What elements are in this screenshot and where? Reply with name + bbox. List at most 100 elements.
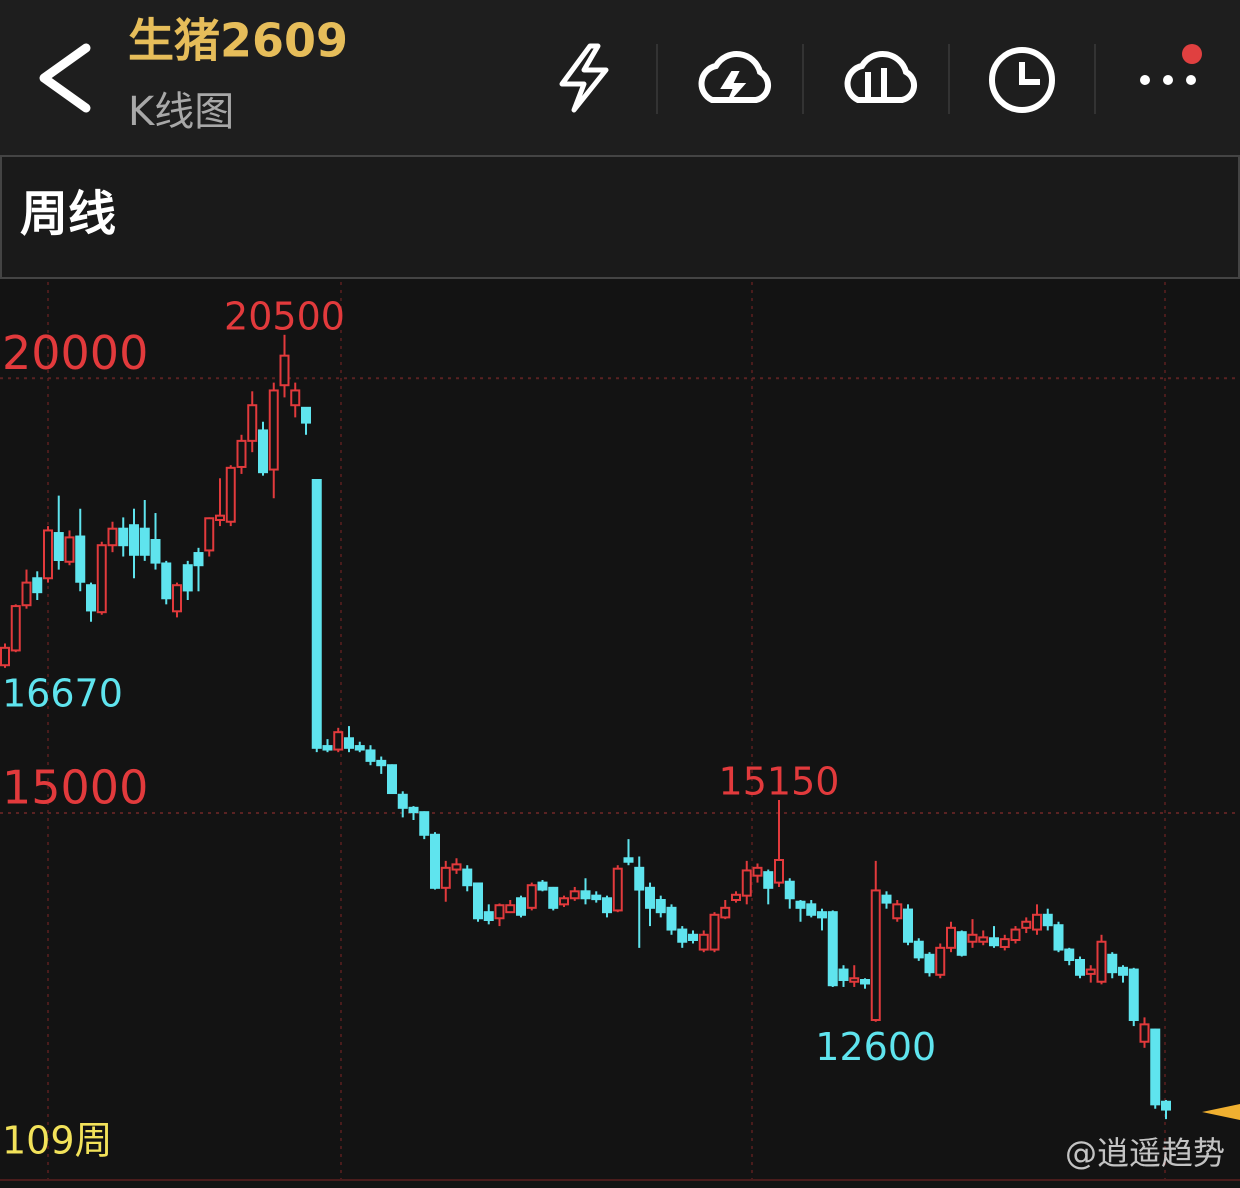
candle-body — [935, 946, 946, 976]
price-marker — [1202, 1104, 1240, 1120]
cloud-sync-icon[interactable] — [844, 51, 918, 103]
clock-icon[interactable] — [989, 47, 1055, 113]
watermark: @逍遥趋势 — [1065, 1134, 1225, 1172]
back-button[interactable] — [39, 43, 91, 113]
candle-body — [322, 745, 333, 751]
candle-body — [999, 938, 1010, 948]
candle-body — [720, 906, 731, 919]
candle-body — [967, 933, 978, 943]
candle-body — [118, 527, 129, 547]
candle-body — [139, 527, 150, 556]
candle-body — [827, 911, 838, 987]
plot: 15000 20000 20500 15150 12600 16670 — [0, 294, 1240, 1120]
candle-body — [784, 880, 795, 900]
y-tick-label: 20000 — [2, 326, 148, 380]
candle-body — [1107, 953, 1118, 974]
subtitle: K线图 — [128, 89, 234, 135]
candle-body — [43, 529, 53, 580]
candle-body — [580, 890, 591, 900]
candle-body — [860, 979, 870, 985]
candle-body — [870, 889, 881, 1021]
header-bg — [0, 0, 1240, 155]
candle-body — [53, 532, 64, 561]
candle-body — [290, 389, 301, 407]
candle-body — [763, 871, 774, 889]
candle-body — [258, 429, 268, 474]
candle-body — [311, 479, 322, 749]
candle-body — [1150, 1028, 1161, 1106]
candle-body — [645, 886, 655, 909]
candle-body — [516, 897, 526, 916]
candle-body — [204, 517, 215, 552]
candle-body — [182, 564, 193, 592]
candle-body — [1032, 913, 1042, 931]
candle-body — [752, 866, 763, 877]
candle-body — [430, 833, 440, 889]
candle-body — [419, 811, 430, 836]
candle-body — [387, 764, 397, 795]
candle-body — [268, 389, 279, 471]
candle-body — [978, 936, 989, 943]
candle-body — [1021, 920, 1032, 929]
candle-body — [483, 911, 494, 921]
candle-body — [655, 899, 666, 914]
candle-body — [225, 466, 236, 523]
candle-body — [344, 737, 354, 749]
candle-body — [903, 908, 913, 943]
candle-body — [161, 562, 172, 600]
candle-body — [795, 900, 806, 909]
candle-body — [892, 903, 903, 920]
candle-body — [279, 354, 290, 387]
candle-body — [774, 859, 784, 884]
cloud-flash-icon[interactable] — [698, 51, 772, 103]
candle-body — [505, 904, 516, 914]
period-label: 109周 — [2, 1119, 113, 1163]
vertical-grid — [47, 282, 1166, 1180]
candle-body — [451, 863, 462, 871]
candle-body — [817, 911, 827, 919]
candle-body — [172, 584, 182, 613]
candle-body — [32, 577, 43, 594]
candle-body — [462, 868, 473, 887]
candle-body — [881, 894, 892, 904]
candle-body — [397, 793, 408, 809]
candle-body — [612, 867, 623, 912]
candle-body — [333, 731, 344, 751]
period-tab[interactable]: 周线 — [20, 186, 116, 242]
flash-icon[interactable] — [559, 43, 609, 113]
candle-body — [21, 581, 32, 607]
candle-body — [559, 897, 569, 906]
candle-body — [75, 535, 86, 583]
price-annotation: 12600 — [815, 1025, 936, 1069]
candle-body — [548, 886, 559, 909]
candle-body — [1096, 940, 1107, 983]
more-button[interactable] — [1140, 44, 1202, 85]
candle-body — [741, 869, 752, 897]
candle-body — [569, 890, 580, 900]
candle-body — [623, 857, 634, 863]
candle-body — [247, 404, 258, 442]
candle-body — [688, 933, 698, 941]
candle-body — [924, 953, 935, 974]
candle-body — [408, 806, 419, 814]
y-tick-label: 15000 — [2, 761, 148, 815]
price-annotation: 16670 — [2, 671, 123, 715]
candle-body — [354, 745, 365, 751]
candle-body — [86, 584, 96, 612]
candle-body — [666, 906, 677, 931]
candle-body — [129, 524, 139, 556]
candle-body — [602, 897, 612, 914]
candle-body — [849, 977, 860, 983]
candle-body — [677, 928, 688, 943]
candle-body — [806, 903, 817, 916]
candle-body — [473, 882, 483, 920]
candle-body — [946, 926, 956, 949]
candle-body — [989, 937, 999, 947]
candle-body — [1064, 948, 1075, 962]
candle-body — [301, 406, 311, 424]
candle-body — [440, 866, 451, 889]
price-annotation: 20500 — [224, 294, 345, 338]
candle-body — [634, 866, 645, 891]
